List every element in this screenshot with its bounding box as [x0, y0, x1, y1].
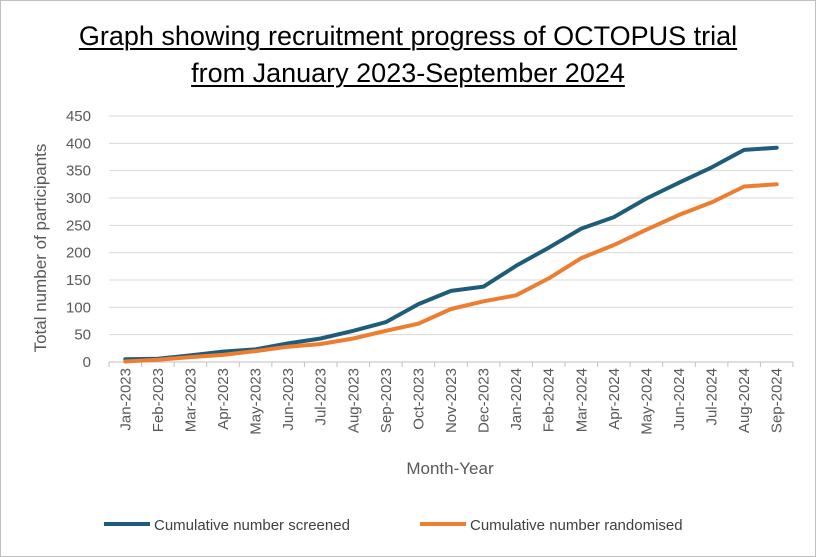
x-tick-label: Aug-2024 — [736, 368, 753, 433]
x-tick-label: Jul-2024 — [704, 368, 721, 426]
chart-title-line-1: Graph showing recruitment progress of OC… — [78, 21, 738, 51]
y-tick-label: 450 — [66, 108, 91, 125]
x-tick-label: Jan-2024 — [508, 368, 525, 431]
y-tick-label: 50 — [74, 327, 91, 344]
gridlines — [109, 115, 793, 363]
x-tick-label: Mar-2024 — [573, 368, 590, 432]
series-line-1 — [123, 145, 779, 362]
chart-title-line-2: from January 2023-September 2024 — [191, 58, 625, 88]
x-axis-ticks: Jan-2023 Feb-2023 Mar-2023 Apr-2023 May-2023… — [108, 362, 794, 435]
legend-entry-label: Cumulative number randomised — [470, 517, 683, 534]
chart-title: Graph showing recruitment progress of OC… — [0, 18, 816, 92]
x-tick-label: Aug-2023 — [345, 368, 362, 433]
x-tick-label: May-2024 — [638, 368, 655, 435]
x-tick-label: Feb-2023 — [150, 368, 167, 432]
x-tick-label: Feb-2024 — [541, 368, 558, 432]
legend-entry-label: Cumulative number screened — [154, 517, 350, 534]
x-tick-label: Mar-2023 — [182, 368, 199, 432]
series-lines — [123, 145, 779, 364]
y-tick-label: 200 — [66, 245, 91, 262]
y-tick-label: 0 — [83, 354, 91, 371]
x-tick-label: Jan-2023 — [117, 368, 134, 431]
x-tick-label: Jun-2024 — [671, 368, 688, 431]
legend: Cumulative number screened Cumulative num… — [104, 517, 683, 534]
x-tick-label: Jun-2023 — [280, 368, 297, 431]
x-tick-label: Sep-2023 — [378, 368, 395, 433]
x-tick-label: Oct-2023 — [410, 368, 427, 430]
y-tick-label: 350 — [66, 163, 91, 180]
x-tick-label: Dec-2023 — [476, 368, 493, 433]
x-tick-label: Sep-2024 — [769, 368, 786, 433]
x-tick-label: Apr-2024 — [606, 368, 623, 430]
y-tick-label: 400 — [66, 135, 91, 152]
y-tick-label: 300 — [66, 190, 91, 207]
y-tick-label: 250 — [66, 217, 91, 234]
x-axis-label: Month-Year — [406, 459, 494, 478]
y-tick-label: 150 — [66, 272, 91, 289]
y-axis-label: Total number of participants — [31, 144, 50, 353]
y-tick-label: 100 — [66, 299, 91, 316]
x-tick-label: Nov-2023 — [443, 368, 460, 433]
x-tick-label: Apr-2023 — [215, 368, 232, 430]
y-axis-ticks: 0 50 100 150 200 250 300 350 400 450 — [66, 108, 91, 371]
x-tick-label: May-2023 — [248, 368, 265, 435]
x-tick-label: Jul-2023 — [313, 368, 330, 426]
